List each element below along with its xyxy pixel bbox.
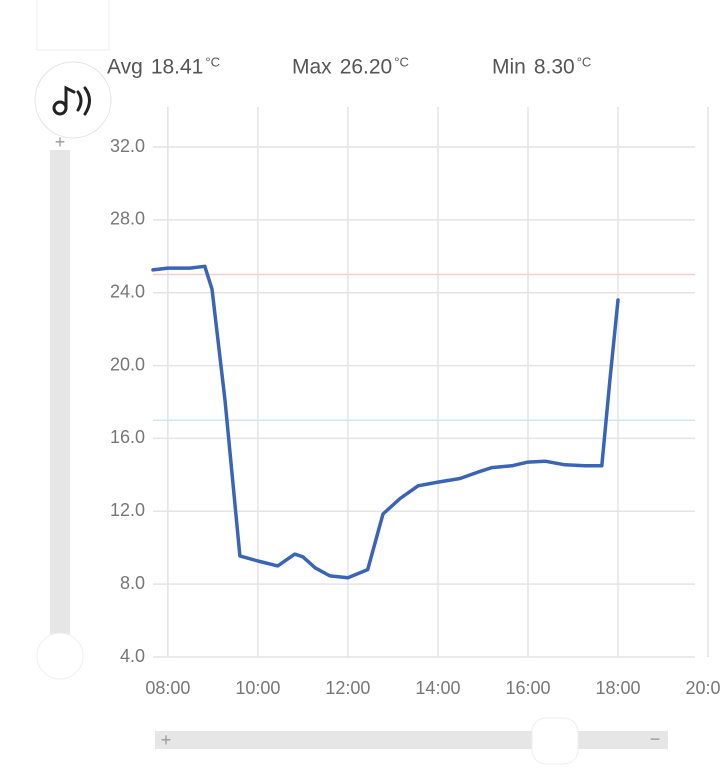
- horizontal-slider-track[interactable]: [155, 731, 668, 749]
- x-tick-label: 20:00: [686, 678, 720, 698]
- sound-button[interactable]: [34, 61, 112, 139]
- stat-label: Min: [492, 56, 526, 79]
- y-tick-label: 8.0: [120, 573, 145, 593]
- x-tick-label: 08:00: [145, 678, 190, 698]
- y-tick-label: 28.0: [110, 209, 145, 229]
- vertical-slider-track[interactable]: [50, 150, 70, 645]
- plot: 4.0 8.0 12.0 16.0 20.0 24.0 28.0 32.0 08:00 10:00…: [110, 107, 720, 698]
- x-tick-label: 10:00: [235, 678, 280, 698]
- horizontal-zoom-in[interactable]: +: [161, 730, 172, 750]
- temperature-line: [151, 264, 620, 580]
- y-tick-label: 4.0: [120, 646, 145, 666]
- stats-bar: Avg 18.41 °C Max 26.20 °C Min 8.30 °C: [107, 54, 591, 78]
- stat-label: Avg: [107, 56, 143, 79]
- stat-unit: °C: [577, 54, 592, 69]
- y-tick-label: 16.0: [110, 427, 145, 447]
- x-tick-label: 14:00: [415, 678, 460, 698]
- vertical-slider-thumb[interactable]: [36, 632, 84, 680]
- y-tick-label: 20.0: [110, 354, 145, 374]
- y-tick-label: 12.0: [110, 500, 145, 520]
- horizontal-zoom-out[interactable]: −: [650, 729, 661, 749]
- stat-value: 8.30: [534, 56, 575, 79]
- x-tick-label: 12:00: [325, 678, 370, 698]
- stat-label: Max: [292, 56, 332, 79]
- x-tick-label: 16:00: [505, 678, 550, 698]
- stat-unit: °C: [205, 54, 220, 69]
- y-tick-label: 24.0: [110, 281, 145, 301]
- panel-edge: [36, 0, 110, 51]
- stat-value: 26.20: [340, 56, 393, 79]
- vertical-zoom-in[interactable]: +: [55, 132, 66, 152]
- stat-value: 18.41: [151, 56, 204, 79]
- horizontal-slider-thumb[interactable]: [531, 717, 579, 765]
- stat-unit: °C: [394, 54, 409, 69]
- x-tick-label: 18:00: [595, 678, 640, 698]
- sound-icon: [52, 85, 91, 116]
- y-tick-label: 32.0: [110, 136, 145, 156]
